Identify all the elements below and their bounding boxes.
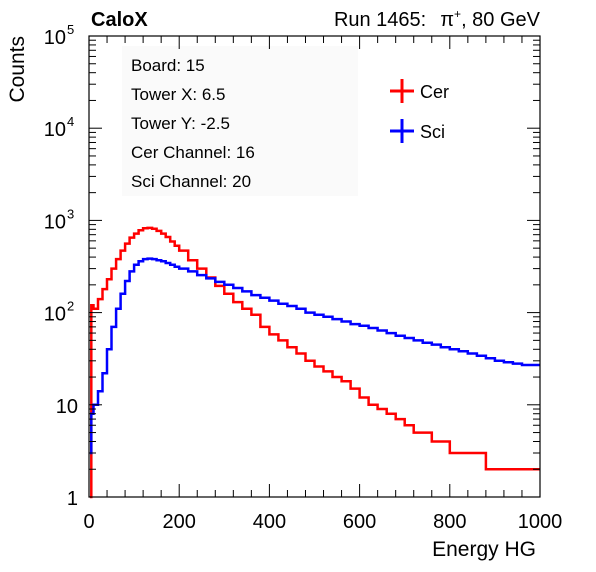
x-tick-label: 400: [253, 511, 286, 533]
y-tick-exponent: 4: [67, 114, 74, 129]
info-line-cer-channel: Cer Channel: 16: [131, 143, 255, 162]
legend-label-cer: Cer: [420, 82, 449, 102]
beam-charge: +: [454, 7, 461, 21]
info-line-sci-channel: Sci Channel: 20: [131, 172, 251, 191]
series-line-sci: [89, 257, 540, 455]
run-info-label: Run 1465: π+, 80 GeV: [334, 7, 541, 31]
legend-entry-sci: Sci: [390, 119, 445, 143]
y-tick-label: 10: [44, 304, 66, 326]
experiment-label: CaloX: [91, 9, 148, 31]
x-axis-title: Energy HG: [432, 538, 536, 561]
info-line-board: Board: 15: [131, 56, 205, 75]
y-tick-label: 10: [56, 396, 78, 418]
y-tick-label: 10: [44, 27, 66, 49]
y-tick-label: 1: [67, 488, 78, 510]
y-tick-label: 10: [44, 119, 66, 141]
y-tick-exponent: 2: [67, 299, 74, 314]
beam-energy: , 80 GeV: [461, 9, 541, 31]
legend: Cer Sci: [390, 79, 449, 143]
y-axis-title: Counts: [6, 36, 29, 103]
legend-entry-cer: Cer: [390, 79, 449, 103]
y-tick-exponent: 5: [67, 22, 74, 37]
series-line-cer: [89, 226, 540, 499]
y-tick-exponent: 3: [67, 206, 74, 221]
plot-frame: [88, 35, 541, 498]
info-line-tower-y: Tower Y: -2.5: [131, 114, 230, 133]
x-tick-label: 0: [83, 511, 94, 533]
x-tick-label: 800: [433, 511, 466, 533]
info-box-lines: Board: 15 Tower X: 6.5 Tower Y: -2.5 Cer…: [131, 56, 255, 191]
info-line-tower-x: Tower X: 6.5: [131, 85, 226, 104]
x-tick-label: 1000: [518, 511, 563, 533]
series-layer: [89, 226, 540, 499]
x-tick-label: 200: [163, 511, 196, 533]
y-tick-label: 10: [44, 211, 66, 233]
x-tick-label: 600: [343, 511, 376, 533]
run-number: Run 1465:: [334, 9, 426, 31]
beam-particle: π: [440, 9, 454, 31]
legend-label-sci: Sci: [420, 122, 445, 142]
info-box: [122, 46, 358, 196]
